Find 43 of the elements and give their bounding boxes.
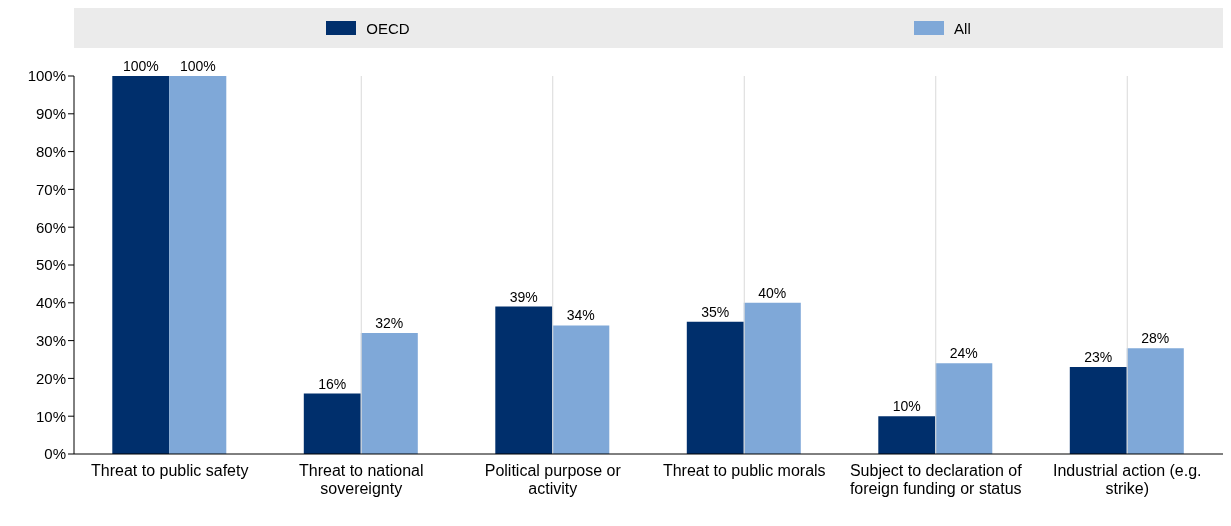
- legend-label: All: [953, 19, 971, 37]
- data-label: 28%: [1141, 330, 1170, 347]
- bar: [878, 416, 936, 454]
- data-label: 16%: [318, 375, 347, 392]
- y-tick-label: 60%: [35, 218, 66, 236]
- data-label: 23%: [1084, 349, 1113, 366]
- y-tick-label: 30%: [35, 331, 66, 349]
- y-tick-label: 50%: [35, 256, 66, 274]
- y-tick-label: 70%: [35, 180, 66, 198]
- data-label: 24%: [949, 345, 978, 362]
- data-label: 100%: [179, 58, 216, 74]
- data-label: 35%: [701, 303, 730, 320]
- y-tick-label: 80%: [35, 142, 66, 160]
- x-tick-label: Threat to national sovereignty: [298, 462, 424, 497]
- data-label: 39%: [509, 288, 538, 305]
- data-label: 34%: [566, 307, 595, 324]
- y-tick-label: 100%: [27, 67, 66, 85]
- data-label: 100%: [122, 58, 159, 74]
- bar: [935, 363, 993, 454]
- bar: [303, 393, 361, 454]
- x-tick-label: Political purpose or activity: [484, 462, 622, 497]
- bar: [169, 76, 227, 454]
- x-tick-label: Subject to declaration of foreign funding or status: [849, 462, 1023, 497]
- bar: [112, 76, 170, 454]
- x-tick-label: Threat to public safety: [91, 462, 249, 479]
- bar: [686, 321, 744, 454]
- y-tick-label: 0%: [44, 445, 66, 463]
- bar: [495, 306, 553, 454]
- bar: [360, 333, 418, 454]
- x-tick-label: Industrial action (e.g. strike): [1052, 462, 1202, 497]
- data-label: 10%: [892, 398, 921, 415]
- data-label: 32%: [375, 315, 404, 332]
- bar: [552, 325, 610, 454]
- data-label: 40%: [758, 284, 787, 301]
- y-tick-label: 40%: [35, 294, 66, 312]
- legend-label: OECD: [365, 19, 410, 37]
- y-tick-label: 10%: [35, 407, 66, 425]
- y-tick-label: 90%: [35, 105, 66, 123]
- bar: [743, 302, 801, 454]
- y-tick-label: 20%: [35, 369, 66, 387]
- x-tick-label: Threat to public morals: [662, 462, 826, 479]
- bar: [1126, 348, 1184, 454]
- bar: [1069, 367, 1127, 454]
